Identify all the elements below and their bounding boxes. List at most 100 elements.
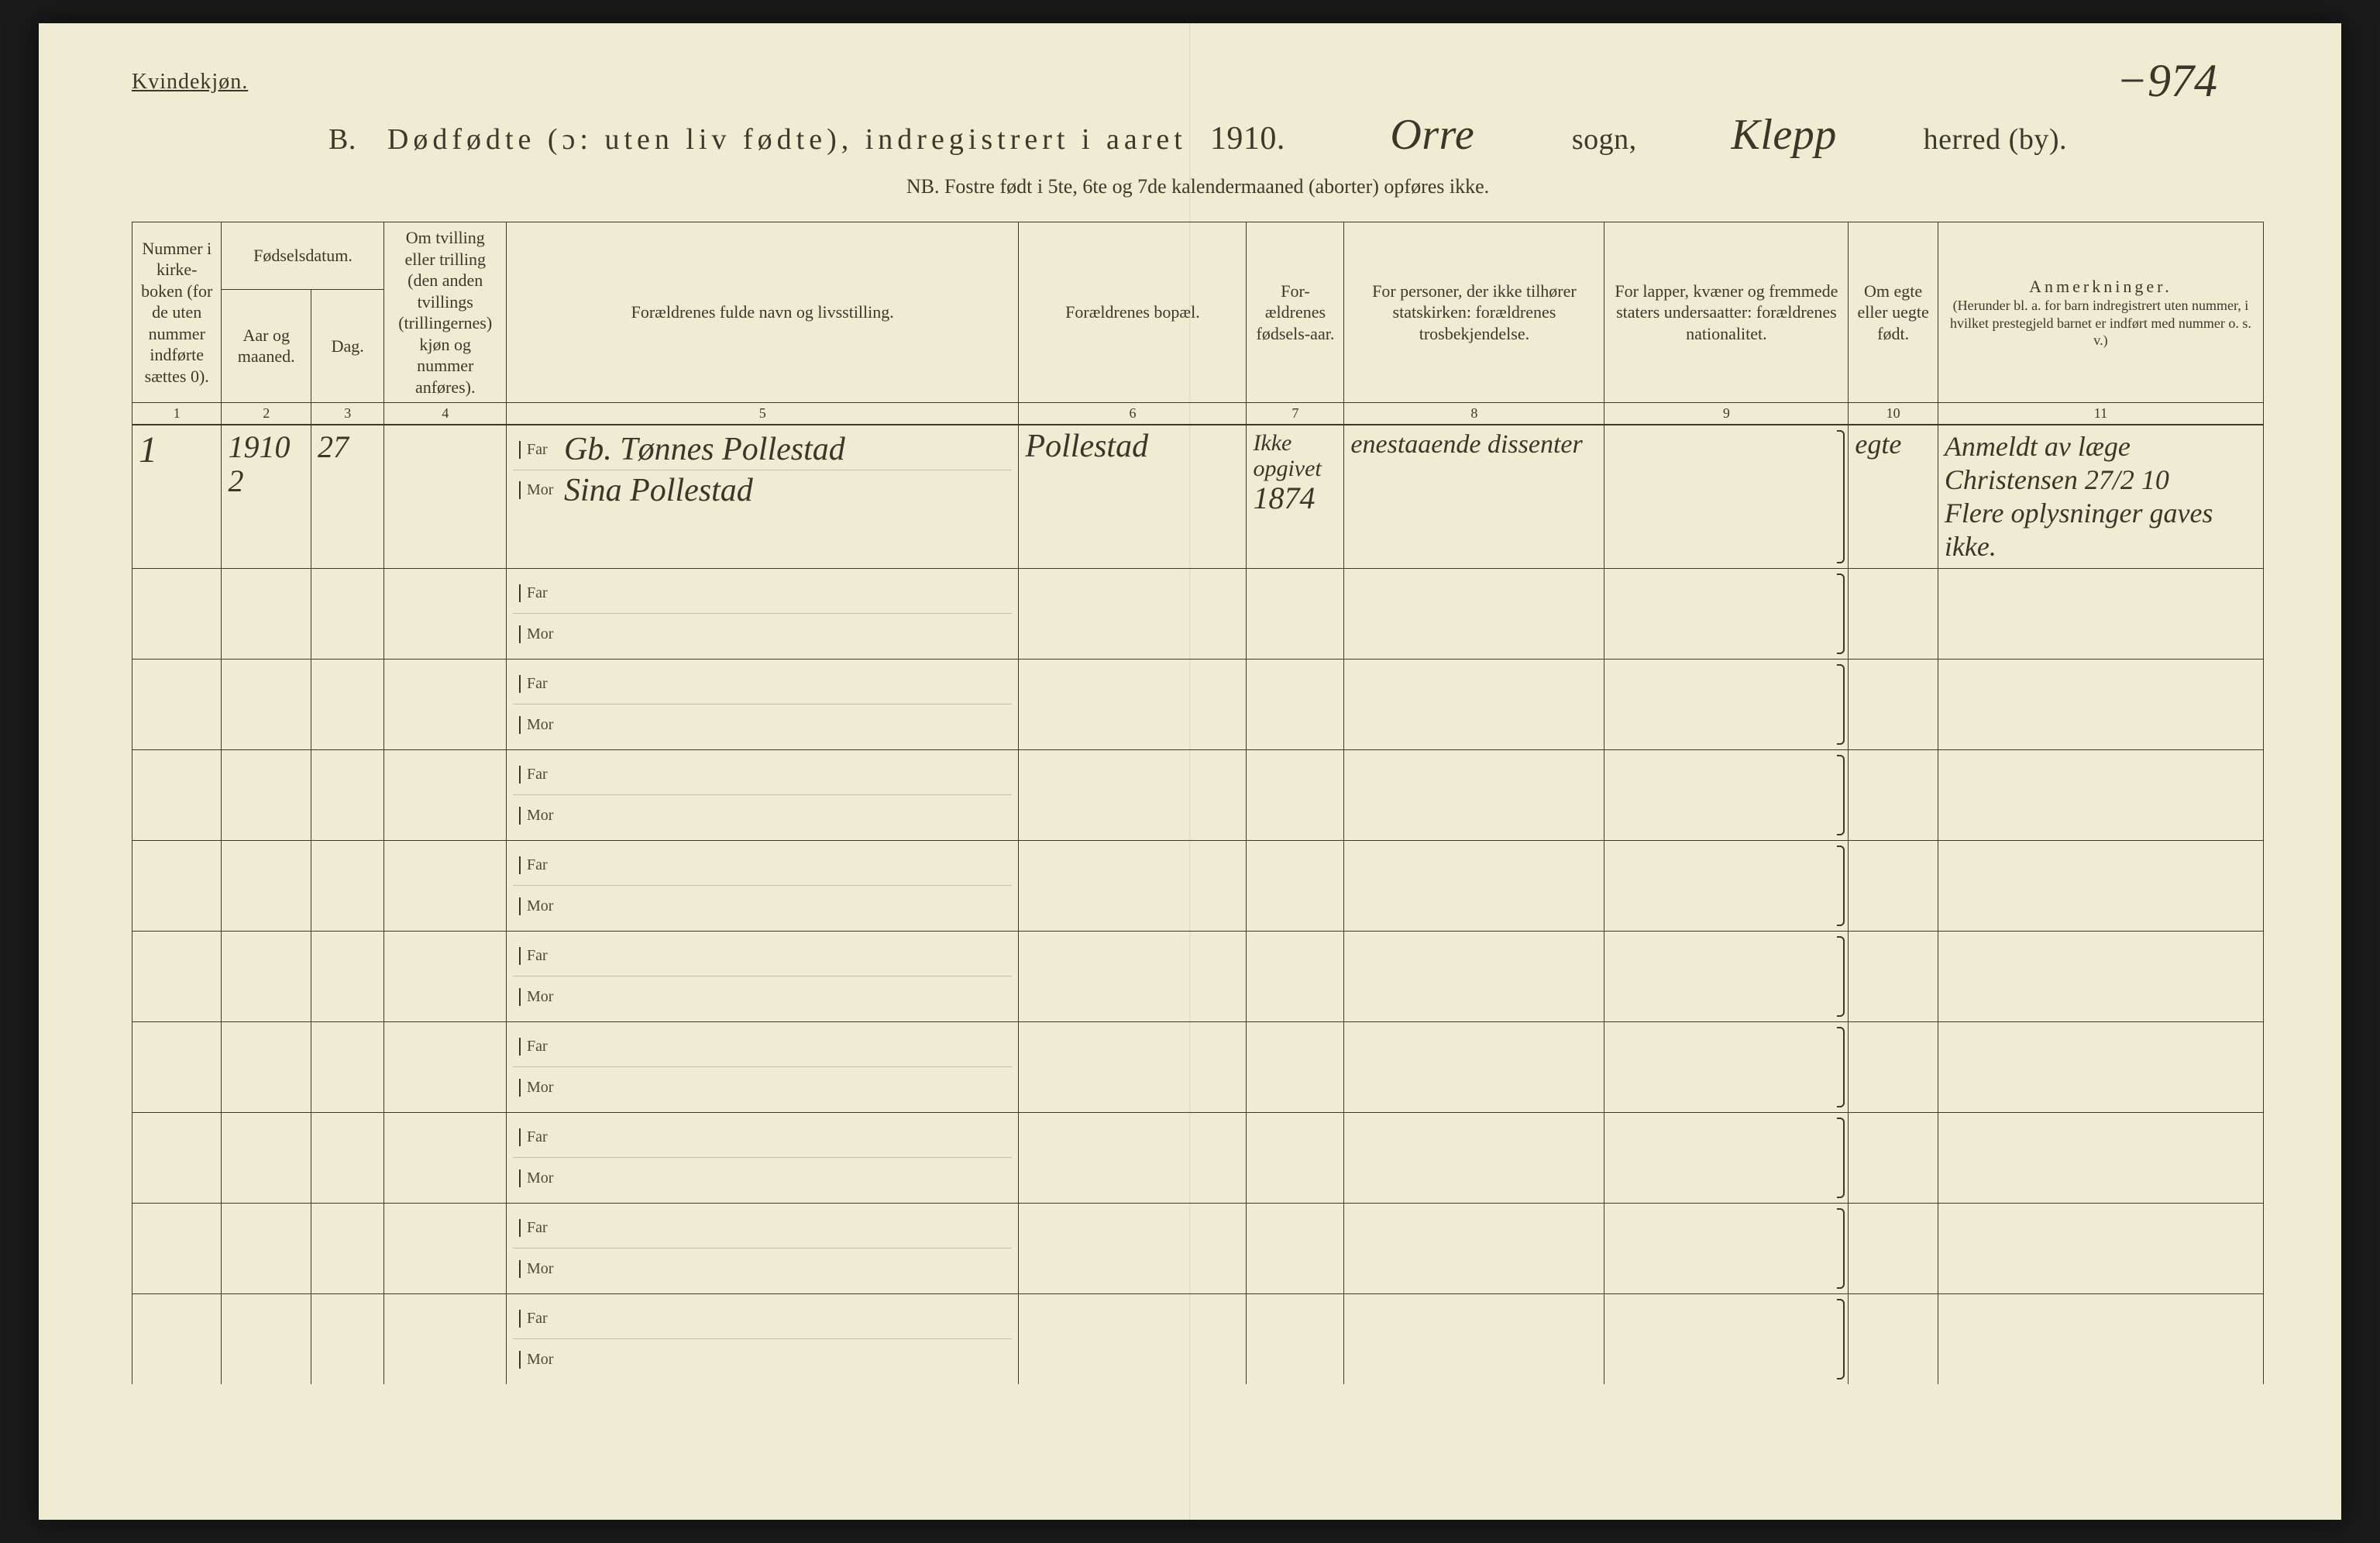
table-cell: [132, 932, 222, 1022]
role-mor-label: Mor: [519, 1169, 553, 1187]
table-cell: Anmeldt av lægeChristensen 27/2 10Flere …: [1938, 425, 2263, 569]
title-main: Dødfødte (ɔ: uten liv fødte), indregistr…: [387, 123, 1187, 156]
table-cell: [222, 750, 311, 841]
table-cell: [1247, 569, 1344, 660]
col-header-11: Anmerkninger. (Herunder bl. a. for barn …: [1938, 222, 2263, 403]
table-row: 11910227FarGb. Tønnes PollestadMorSina P…: [132, 425, 2264, 497]
legitimacy: egte: [1855, 429, 1901, 460]
bracket-icon: [1837, 573, 1845, 654]
table-cell: [222, 569, 311, 660]
table-cell: [132, 1294, 222, 1385]
gender-label: Kvindekjøn.: [132, 70, 2264, 95]
table-cell: [1247, 1294, 1344, 1385]
table-cell: FarMor: [506, 1113, 1018, 1204]
col-header-7: For-ældrenes fødsels-aar.: [1247, 222, 1344, 403]
table-cell: [1344, 569, 1604, 660]
bracket-icon: [1837, 936, 1845, 1017]
role-mor-label: Mor: [519, 481, 553, 499]
table-cell: FarMor: [506, 1294, 1018, 1385]
colnum-9: 9: [1604, 403, 1849, 425]
table-cell: Ikke opgivet1874: [1247, 425, 1344, 569]
role-far-label: Far: [519, 766, 553, 784]
table-row: FarMor: [132, 841, 2264, 887]
table-cell: [311, 569, 384, 660]
table-cell: FarGb. Tønnes PollestadMorSina Pollestad: [506, 425, 1018, 569]
role-mor-label: Mor: [519, 988, 553, 1006]
table-cell: [1019, 1294, 1247, 1385]
colnum-11: 11: [1938, 403, 2263, 425]
col-header-8: For personer, der ikke tilhører statskir…: [1344, 222, 1604, 403]
role-mor-label: Mor: [519, 625, 553, 643]
table-cell: 1: [132, 425, 222, 569]
role-far-label: Far: [519, 947, 553, 965]
role-mor-label: Mor: [519, 807, 553, 825]
table-cell: [222, 1204, 311, 1294]
table-cell: Far Mor: [506, 750, 1018, 841]
colnum-2: 2: [222, 403, 311, 425]
table-cell: [311, 660, 384, 750]
table-header: Nummer i kirke-boken (for de uten nummer…: [132, 222, 2264, 425]
table-cell: 27: [311, 425, 384, 569]
table-cell: [132, 841, 222, 932]
col-header-2-group: Fødselsdatum.: [222, 222, 384, 290]
col-header-4: Om tvilling eller trilling (den anden tv…: [384, 222, 506, 403]
table-cell: [384, 569, 506, 660]
table-cell: [384, 1294, 506, 1385]
table-cell: [384, 1204, 506, 1294]
table-cell: 19102: [222, 425, 311, 569]
role-mor-label: Mor: [519, 716, 553, 734]
table-cell: [384, 660, 506, 750]
col-header-3: Dag.: [311, 289, 384, 402]
table-cell: [1938, 1022, 2263, 1113]
table-cell: [1019, 750, 1247, 841]
table-cell: [132, 750, 222, 841]
table-cell: [1849, 569, 1938, 660]
bracket-icon: [1837, 1027, 1845, 1107]
table-cell: [222, 932, 311, 1022]
col-header-6: Forældrenes bopæl.: [1019, 222, 1247, 403]
table-cell: [384, 425, 506, 569]
table-cell: [1604, 660, 1849, 750]
role-mor-label: Mor: [519, 1079, 553, 1097]
table-cell: [311, 932, 384, 1022]
colnum-1: 1: [132, 403, 222, 425]
col-header-11-sub: (Herunder bl. a. for barn indregistrert …: [1945, 297, 2257, 350]
title-year: 1910.: [1210, 121, 1285, 157]
table-cell: Far Mor: [506, 569, 1018, 660]
birth-day: 27: [318, 430, 378, 464]
colnum-10: 10: [1849, 403, 1938, 425]
remark-line: Christensen 27/2 10: [1945, 463, 2257, 497]
table-cell: [311, 1022, 384, 1113]
table-cell: [132, 1022, 222, 1113]
bracket-icon: [1837, 846, 1845, 926]
table-cell: [1849, 932, 1938, 1022]
table-cell: [384, 1022, 506, 1113]
table-cell: [1604, 569, 1849, 660]
subtitle-note: NB. Fostre født i 5te, 6te og 7de kalend…: [132, 175, 2264, 198]
col-header-2: Aar og maaned.: [222, 289, 311, 402]
table-cell: [132, 1113, 222, 1204]
table-row: FarMor: [132, 1204, 2264, 1249]
table-cell: [311, 1204, 384, 1294]
col-header-11-title: Anmerkninger.: [2029, 277, 2172, 296]
table-cell: [1247, 841, 1344, 932]
remark-line: ikke.: [1945, 530, 2257, 563]
table-cell: [384, 750, 506, 841]
table-cell: Pollestad: [1019, 425, 1247, 569]
table-cell: [222, 1022, 311, 1113]
role-mor-label: Mor: [519, 1260, 553, 1278]
table-cell: [1604, 1113, 1849, 1204]
table-cell: [1604, 1294, 1849, 1385]
colnum-5: 5: [506, 403, 1018, 425]
table-cell: [1019, 1113, 1247, 1204]
table-row: FarMor: [132, 750, 2264, 796]
father-name: Gb. Tønnes Pollestad: [564, 433, 1006, 466]
table-cell: [1019, 932, 1247, 1022]
table-cell: [222, 1113, 311, 1204]
table-cell: [1938, 932, 2263, 1022]
table-cell: [1849, 660, 1938, 750]
role-far-label: Far: [519, 584, 553, 602]
table-cell: [1344, 750, 1604, 841]
colnum-4: 4: [384, 403, 506, 425]
table-cell: [1849, 750, 1938, 841]
